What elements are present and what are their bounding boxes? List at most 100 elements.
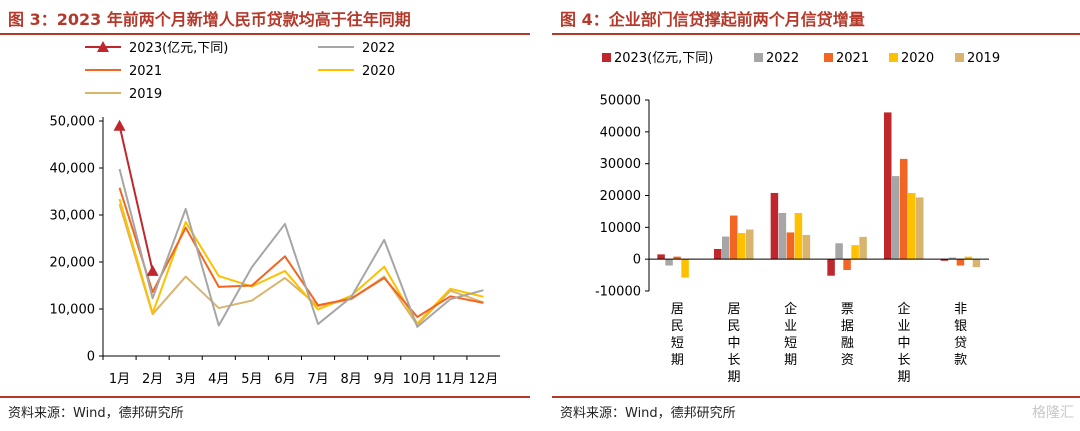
x-tick-label: 4月 <box>208 372 229 387</box>
legend-swatch <box>754 53 763 62</box>
x-tick-label-char: 短 <box>784 336 797 351</box>
legend-swatch <box>889 53 898 62</box>
bar-2020 <box>794 213 803 260</box>
bar-2019 <box>972 259 981 268</box>
x-tick-label-char: 企 <box>897 301 910 317</box>
bar-2022 <box>778 213 787 260</box>
y-tick-label: -10000 <box>595 285 641 300</box>
series-line-2020 <box>118 198 484 325</box>
right-source-note: 资料来源：Wind，德邦研究所 <box>560 406 736 421</box>
legend-swatch <box>824 53 833 62</box>
y-tick-label: 20,000 <box>50 256 96 271</box>
y-tick-label: 10000 <box>600 221 641 236</box>
legend-label: 2023(亿元,下同) <box>129 41 228 56</box>
left-source-note: 资料来源：Wind，德邦研究所 <box>8 406 184 421</box>
title-rule <box>552 33 1080 35</box>
legend-label: 2021 <box>129 64 162 79</box>
x-tick-label: 12月 <box>469 372 499 387</box>
bar-2019 <box>859 236 867 260</box>
y-tick-label: 40000 <box>600 125 641 140</box>
bar-2023 <box>940 259 949 261</box>
left-chart-panel: 图 3：2023 年前两个月新增人民币贷款均高于往年同期 0 10,000 20,0… <box>0 0 530 431</box>
x-tick-label-char: 企 <box>784 301 797 317</box>
y-tick-label: 0 <box>633 253 641 268</box>
x-tick-label: 7月 <box>307 372 328 387</box>
x-tick-label: 10月 <box>403 372 433 387</box>
x-tick-label-char: 票 <box>841 302 854 317</box>
bar-2022 <box>722 236 730 260</box>
x-tick-label-char: 民 <box>671 319 684 334</box>
left-chart-title: 图 3：2023 年前两个月新增人民币贷款均高于往年同期 <box>8 10 411 29</box>
x-tick-label: 11月 <box>436 372 466 387</box>
x-tick-label: 2月 <box>142 372 163 387</box>
y-tick-label: 50000 <box>600 94 641 109</box>
bar-2020 <box>851 245 859 260</box>
x-tick-label-char: 居 <box>727 302 740 317</box>
x-tick-label: 3月 <box>175 372 196 387</box>
legend-label: 2020 <box>901 51 934 66</box>
line-chart: 0 10,000 20,000 30,000 40,000 50,000 1月 2月 3月 4月 5… <box>50 41 500 387</box>
bar-2021 <box>843 259 851 270</box>
y-tick-label: 30000 <box>600 157 641 172</box>
bar-2020 <box>738 233 746 260</box>
x-tick-label-char: 业 <box>897 319 910 334</box>
series-line-2019 <box>118 203 484 326</box>
x-tick-label-char: 短 <box>671 336 684 351</box>
bar-2021 <box>956 259 965 266</box>
legend-marker <box>97 41 109 52</box>
bar-2019 <box>916 197 924 260</box>
x-tick-label-char: 资 <box>841 353 854 368</box>
series-line-2021 <box>118 187 484 318</box>
x-tick-label: 9月 <box>374 372 395 387</box>
x-tick-label-char: 期 <box>727 370 740 385</box>
y-tick-label: 50,000 <box>50 115 96 130</box>
bar-2023 <box>657 254 665 260</box>
bar-2020 <box>681 259 689 278</box>
legend-label: 2019 <box>129 87 162 102</box>
x-tick-label-char: 中 <box>727 336 740 351</box>
x-tick-label: 6月 <box>274 372 295 387</box>
x-tick-label-char: 据 <box>841 319 854 334</box>
x-tick-label-char: 贷 <box>954 336 967 351</box>
title-rule <box>0 33 530 35</box>
bar-2023 <box>770 192 779 260</box>
bar-2021 <box>786 232 795 260</box>
x-tick-label-char: 长 <box>897 353 910 368</box>
bar-2023 <box>714 248 722 260</box>
bar-2021 <box>900 158 908 260</box>
bar-2019 <box>746 229 754 260</box>
x-tick-label: 5月 <box>241 372 262 387</box>
x-tick-label-char: 银 <box>954 319 967 334</box>
x-tick-label-char: 中 <box>897 336 910 351</box>
right-chart-panel: 图 4：企业部门信贷撑起前两个月信贷增量 -10000 0 10000 20000 30… <box>552 0 1080 431</box>
bar-2022 <box>892 176 900 260</box>
bar-2023 <box>827 259 835 276</box>
bar-2020 <box>964 256 973 260</box>
bar-2021 <box>730 215 738 260</box>
legend-swatch <box>955 53 964 62</box>
x-tick-label-char: 期 <box>897 370 910 385</box>
x-tick-label: 8月 <box>340 372 361 387</box>
bar-2020 <box>908 192 916 260</box>
bar-2022 <box>665 259 673 266</box>
x-tick-label: 1月 <box>109 372 130 387</box>
bar-2022 <box>948 257 957 260</box>
source-rule <box>552 396 1080 398</box>
data-point-marker <box>146 264 159 276</box>
y-tick-label: 20000 <box>600 189 641 204</box>
legend-label: 2022 <box>766 51 799 66</box>
x-tick-label-char: 居 <box>671 302 684 317</box>
bar-2021 <box>673 256 681 260</box>
x-tick-label-char: 期 <box>784 353 797 368</box>
right-chart-title: 图 4：企业部门信贷撑起前两个月信贷增量 <box>560 10 865 29</box>
x-tick-label-char: 非 <box>954 302 967 317</box>
x-tick-label-char: 长 <box>727 353 740 368</box>
x-tick-label-char: 融 <box>841 336 854 351</box>
source-rule <box>0 396 530 398</box>
legend-label: 2022 <box>362 41 395 56</box>
x-tick-label-char: 民 <box>727 319 740 334</box>
y-tick-label: 0 <box>87 350 95 365</box>
legend-label: 2023(亿元,下同) <box>614 51 713 66</box>
legend-label: 2020 <box>362 64 395 79</box>
